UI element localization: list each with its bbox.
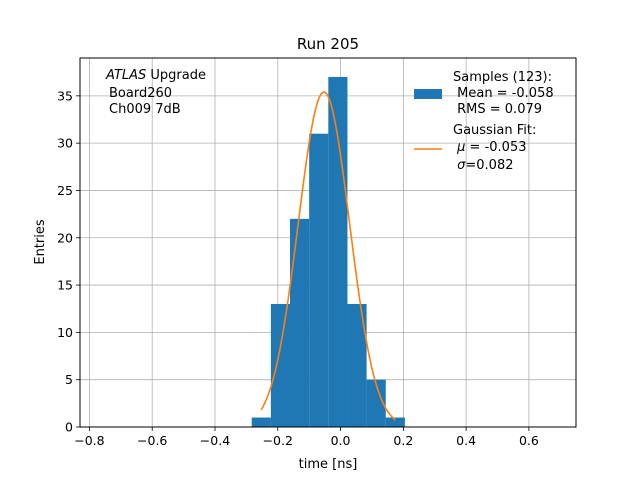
x-axis-label: time [ns] [299, 457, 358, 472]
histogram-bar [366, 379, 386, 427]
legend-fit-title: Gaussian Fit: [453, 123, 536, 138]
legend-hist-title: Samples (123): [453, 70, 552, 85]
plot-frame [79, 57, 577, 428]
annotation-line-2: Board260 [109, 86, 172, 101]
histogram-bar [385, 417, 405, 427]
chart-title: Run 205 [297, 35, 359, 53]
x-tick-label: 0.2 [393, 433, 413, 448]
x-tick-label: −0.2 [263, 433, 293, 448]
histogram-bar [251, 417, 271, 427]
histogram-bar [290, 218, 310, 427]
x-tick-label: −0.8 [74, 433, 104, 448]
histogram-bar [270, 304, 291, 427]
x-tick-label: 0.0 [331, 433, 351, 448]
histogram-bar [328, 76, 348, 427]
atlas-annotation: ATLAS Upgrade Board260 Ch009 7dB [105, 68, 206, 117]
histogram-bars [251, 76, 405, 427]
histogram-bar [309, 133, 329, 427]
x-tick-label: 0.4 [456, 433, 476, 448]
annotation-atlas: ATLAS [105, 68, 146, 83]
legend-hist-swatch [414, 89, 442, 99]
histogram-bar [347, 304, 367, 427]
y-tick-label: 35 [57, 88, 73, 103]
legend-sigma-symbol: σ [457, 158, 466, 173]
gaussian-fit [260, 91, 396, 421]
y-tick-label: 25 [57, 183, 73, 198]
legend-fit-mu: μ = -0.053 [453, 140, 527, 155]
legend: Samples (123): Mean = -0.058 RMS = 0.079… [414, 70, 554, 173]
annotation-line-1: ATLAS Upgrade [105, 68, 206, 83]
legend-mu-symbol: μ [456, 140, 465, 155]
legend-hist-mean: Mean = -0.058 [453, 86, 554, 101]
y-tick-label: 15 [57, 278, 73, 293]
y-tick-label: 30 [57, 136, 73, 151]
gaussian-fit-curve [260, 91, 396, 421]
legend-fit-sigma: σ=0.082 [453, 158, 514, 173]
legend-hist-rms: RMS = 0.079 [453, 102, 542, 117]
y-tick-label: 10 [57, 325, 73, 340]
annotation-upgrade: Upgrade [146, 68, 206, 83]
x-tick-label: 0.6 [519, 433, 539, 448]
y-tick-label: 5 [65, 372, 73, 387]
y-axis-label: Entries [33, 219, 48, 265]
annotation-line-3: Ch009 7dB [109, 102, 181, 117]
x-tick-label: −0.6 [137, 433, 167, 448]
y-tick-label: 20 [57, 230, 73, 245]
x-tick-label: −0.4 [200, 433, 230, 448]
axis-ticks: −0.8 −0.6 −0.4 −0.2 0.0 0.2 0.4 0.6 0 5 10 15 20 25 30… [57, 88, 539, 448]
y-tick-label: 0 [65, 420, 73, 435]
